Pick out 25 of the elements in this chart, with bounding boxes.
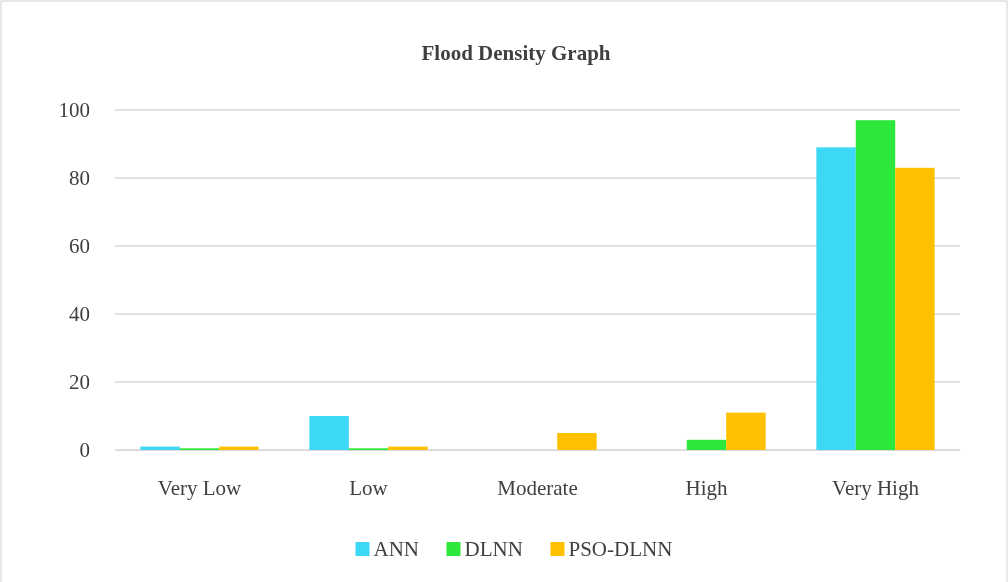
legend-label: PSO-DLNN xyxy=(568,537,673,561)
bar xyxy=(219,446,259,450)
bar xyxy=(895,167,935,450)
x-tick-label: Moderate xyxy=(497,475,578,500)
y-tick-label: 60 xyxy=(69,234,90,259)
y-tick-label: 80 xyxy=(69,166,90,191)
x-tick-label: Low xyxy=(349,475,389,500)
bar xyxy=(726,412,766,450)
legend-label: ANN xyxy=(373,537,419,561)
bar xyxy=(309,416,349,450)
x-tick-label: Very High xyxy=(832,475,920,500)
bar xyxy=(557,433,597,450)
bar xyxy=(140,446,180,450)
bar xyxy=(816,147,856,450)
y-tick-label: 40 xyxy=(69,302,90,327)
x-tick-label: High xyxy=(685,475,728,500)
y-tick-label: 20 xyxy=(69,370,90,395)
chart-title: Flood Density Graph xyxy=(421,41,611,65)
legend-label: DLNN xyxy=(464,537,523,561)
y-tick-label: 0 xyxy=(79,438,90,463)
y-tick-label: 100 xyxy=(58,98,90,123)
bar xyxy=(855,120,896,450)
bar xyxy=(388,446,428,450)
x-tick-label: Very Low xyxy=(157,475,243,500)
bar xyxy=(686,439,727,450)
